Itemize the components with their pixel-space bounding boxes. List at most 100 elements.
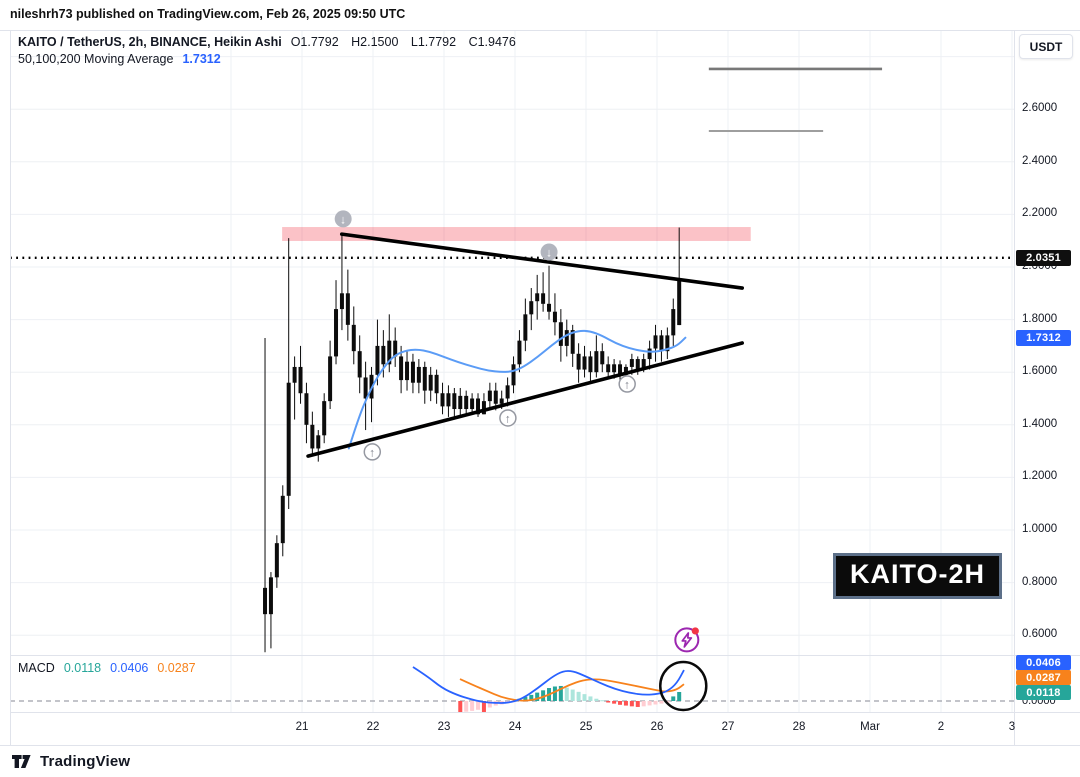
candle-body: [351, 324, 356, 352]
up-arrow-icon: [499, 409, 517, 427]
down-arrow-icon: [540, 243, 558, 261]
symbol-title: KAITO / TetherUS, 2h, BINANCE, Heikin As…: [18, 35, 282, 49]
candle-body: [363, 377, 368, 399]
tradingview-brand-text: TradingView: [40, 753, 131, 770]
candle-body: [647, 348, 652, 360]
candle-body: [470, 398, 475, 410]
macd-histogram-bar: [647, 701, 652, 706]
candle-body: [535, 293, 540, 302]
price-level-badge: 2.0351: [1016, 249, 1071, 266]
macd-histogram-bar: [487, 701, 492, 708]
time-tick-label: 26: [650, 721, 664, 733]
candle-body: [582, 356, 587, 370]
macd-label: MACD: [18, 661, 55, 675]
resistance-zone: [282, 227, 751, 241]
macd-histogram-bar: [564, 687, 569, 701]
candle-body: [322, 401, 327, 436]
flash-icon: [674, 627, 700, 653]
candle-body: [280, 495, 285, 544]
candle-body: [653, 335, 658, 349]
chart-watermark-label: KAITO-2H: [833, 553, 1003, 599]
candle-body: [499, 398, 504, 404]
upper-trendline: [339, 232, 745, 290]
macd-signal-value: 0.0287: [157, 661, 196, 675]
up-arrow-glyph: ↑: [505, 411, 511, 425]
candle-body: [405, 361, 410, 381]
candle-body: [381, 345, 386, 365]
candle-body: [612, 364, 617, 373]
candle-body: [635, 359, 640, 370]
macd-value-badge: 0.0406: [1016, 655, 1071, 670]
tradingview-logo-link[interactable]: TradingView: [12, 753, 130, 770]
macd-histogram-bar: [552, 686, 557, 701]
candle-body: [316, 435, 321, 449]
candle-body: [310, 424, 315, 449]
flash-bolt-glyph: [681, 632, 693, 648]
macd-histogram-bar: [671, 696, 676, 701]
price-tick-label: 1.8000: [1022, 312, 1058, 325]
macd-histogram-bar: [541, 690, 546, 701]
candle-body: [476, 398, 481, 415]
price-tick-label: 0.8000: [1022, 575, 1058, 588]
candle-body: [505, 385, 510, 399]
candle-body: [677, 280, 682, 326]
macd-line: [412, 666, 685, 704]
currency-toggle-button[interactable]: USDT: [1019, 34, 1073, 59]
price-tick-label: 1.4000: [1022, 417, 1058, 430]
macd-histogram-bar: [629, 701, 634, 707]
candle-body: [547, 303, 552, 312]
time-tick-label: 22: [366, 721, 380, 733]
time-tick-label: 2: [937, 721, 945, 733]
candle-body: [606, 364, 611, 373]
macd-signal-line: [459, 678, 685, 702]
candle-body: [357, 351, 362, 378]
macd-histogram-bar: [558, 685, 563, 701]
up-arrow-icon: [363, 443, 382, 461]
tradingview-logo-icon: [12, 754, 33, 769]
macd-histogram-bar: [535, 692, 540, 701]
candle-body: [446, 393, 451, 407]
macd-histogram-bar: [523, 696, 528, 701]
candle-body: [600, 351, 605, 365]
macd-histogram-bar: [458, 701, 463, 713]
candle-body: [493, 390, 498, 404]
macd-histogram-bar: [481, 701, 486, 713]
macd-histogram-bar: [612, 701, 617, 704]
macd-histogram-bar: [659, 701, 664, 704]
candle-body: [304, 393, 309, 425]
macd-value-badge: 0.0287: [1016, 670, 1071, 685]
ohlc-values: O1.7792 H2.1500 L1.7792 C1.9476: [291, 35, 525, 49]
candle-body: [576, 353, 581, 370]
down-arrow-glyph: ↓: [340, 212, 346, 226]
candle-body: [588, 356, 593, 373]
candle-body: [564, 330, 569, 346]
candle-body: [434, 374, 439, 394]
macd-histogram-bar: [623, 701, 628, 706]
candle-body: [523, 314, 528, 341]
candle-body: [641, 359, 646, 370]
candle-body: [399, 356, 404, 381]
candle-body: [594, 351, 599, 373]
candle-body: [274, 543, 279, 578]
macd-histogram-bar: [594, 698, 599, 701]
up-arrow-glyph: ↑: [624, 378, 630, 392]
candle-body: [629, 359, 634, 367]
candle-body: [659, 335, 664, 352]
open-value: O1.7792: [290, 35, 339, 49]
macd-value-badge: 0.0118: [1016, 685, 1071, 700]
down-arrow-glyph: ↓: [546, 246, 552, 260]
low-value: L1.7792: [410, 35, 457, 49]
up-arrow-glyph: ↑: [369, 445, 375, 459]
macd-histogram-bar: [606, 701, 611, 703]
candle-body: [286, 382, 291, 496]
price-tick-label: 1.2000: [1022, 470, 1058, 483]
candle-body: [328, 356, 333, 402]
macd-histogram-bar: [618, 701, 623, 705]
candle-body: [410, 361, 415, 383]
macd-histogram-bar: [635, 701, 640, 707]
footer-bar: TradingView: [0, 746, 1080, 777]
time-tick-label: Mar: [860, 721, 880, 733]
candle-body: [268, 577, 273, 615]
candle-body: [393, 340, 398, 357]
high-value: H2.1500: [351, 35, 399, 49]
